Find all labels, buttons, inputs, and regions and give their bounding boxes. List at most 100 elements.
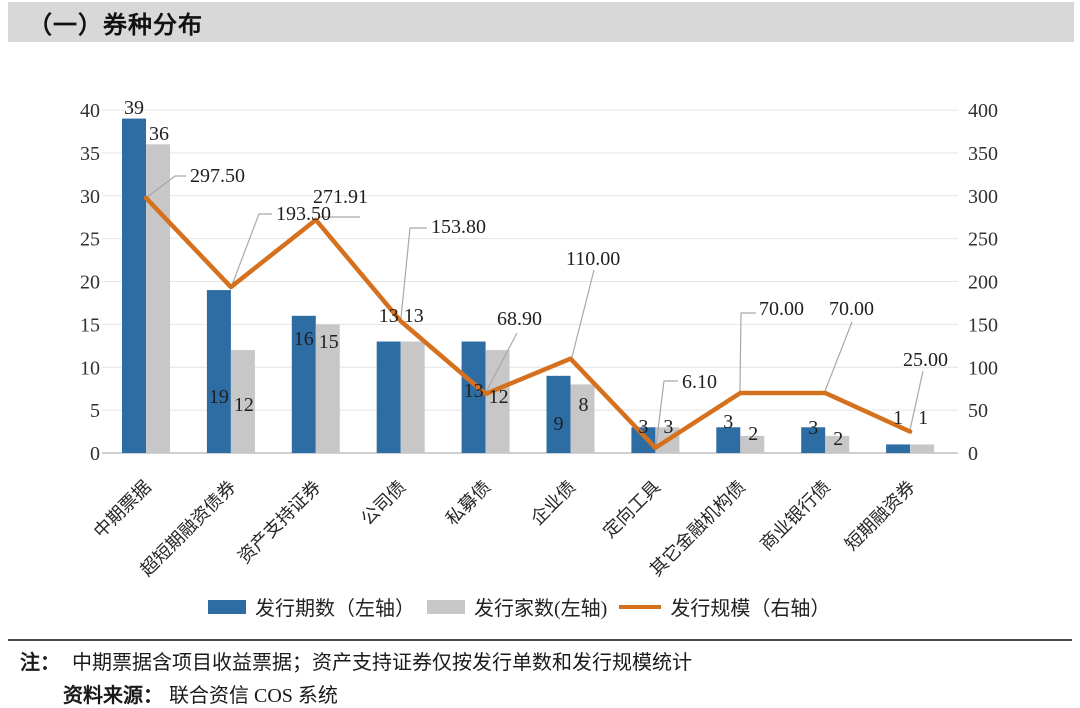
bar-value-label: 1: [918, 407, 928, 429]
issuer-count-swatch: [427, 599, 465, 614]
issuer-count-bar: [910, 444, 935, 453]
label-leader-line: [739, 312, 756, 392]
chart-note: 注： 中期票据含项目收益票据；资产支持证券仅按发行单数和发行规模统计: [20, 646, 692, 675]
issuer-count-bar: [825, 435, 850, 453]
issue-count-swatch: [208, 599, 246, 614]
category-label: 公司债: [357, 477, 409, 529]
issue-count-bar: [631, 427, 656, 453]
right-axis-tick: 150: [968, 314, 998, 336]
right-axis-tick: 350: [968, 143, 998, 165]
label-leader-line: [824, 321, 853, 392]
label-leader-line: [231, 213, 272, 286]
bar-value-label: 2: [748, 423, 758, 445]
left-axis-tick: 30: [80, 186, 100, 208]
left-axis-tick: 20: [80, 272, 100, 294]
left-axis-tick: 15: [80, 314, 100, 336]
bar-value-label: 1: [893, 407, 903, 429]
issuer-count-bar: [485, 350, 510, 453]
bar-value-label: 3: [638, 416, 648, 438]
line-value-label: 6.10: [682, 371, 717, 393]
bar-value-label: 16: [294, 328, 314, 350]
line-value-label: 110.00: [566, 248, 620, 270]
left-axis-tick: 35: [80, 143, 100, 165]
legend-item-issue-count: 发行期数（左轴）: [208, 592, 415, 621]
bar-value-label: 9: [554, 413, 564, 435]
bar-value-label: 36: [149, 123, 169, 145]
bar-value-label: 13: [379, 305, 399, 327]
line-value-label: 297.50: [190, 165, 245, 187]
legend-label-issue-count: 发行期数（左轴）: [255, 598, 415, 620]
right-axis-tick: 250: [968, 229, 998, 251]
label-leader-line: [400, 227, 427, 319]
line-value-label: 271.91: [313, 186, 368, 208]
bar-value-label: 15: [319, 331, 339, 353]
category-label: 商业银行债: [756, 477, 834, 555]
section-header: （一）券种分布: [8, 2, 1074, 42]
left-axis-tick: 10: [80, 357, 100, 379]
category-label: 短期融资券: [841, 477, 919, 555]
issue-count-bar: [801, 427, 826, 453]
issue-count-bar: [376, 341, 401, 453]
legend-item-issue-scale: 发行规模（右轴）: [619, 592, 830, 621]
issue-count-bar: [546, 375, 571, 453]
right-axis-tick: 0: [968, 443, 978, 465]
note-text: 中期票据含项目收益票据；资产支持证券仅按发行单数和发行规模统计: [72, 652, 692, 674]
source-text: 联合资信 COS 系统: [169, 685, 338, 707]
section-title: （一）券种分布: [28, 12, 203, 39]
line-value-label: 193.50: [276, 203, 331, 225]
bar-value-label: 12: [489, 386, 509, 408]
bar-value-label: 3: [723, 411, 733, 433]
right-axis-tick: 400: [968, 100, 998, 122]
bar-value-label: 13: [464, 380, 484, 402]
line-value-label: 25.00: [903, 349, 948, 371]
right-axis-tick: 200: [968, 272, 998, 294]
footer-divider: [8, 639, 1072, 641]
issue-scale-swatch: [619, 604, 662, 609]
issuer-count-bar: [315, 324, 340, 453]
category-label: 定向工具: [599, 477, 664, 542]
category-label: 私募债: [442, 477, 494, 529]
left-axis-tick: 5: [90, 400, 100, 422]
issue-count-bar: [206, 290, 231, 453]
line-value-label: 70.00: [829, 298, 874, 320]
bar-value-label: 3: [663, 416, 673, 438]
category-label: 中期票据: [90, 477, 155, 542]
data-source: 资料来源： 联合资信 COS 系统: [63, 679, 338, 708]
source-label: 资料来源：: [63, 685, 163, 707]
right-axis-tick: 50: [968, 400, 988, 422]
issuer-count-bar: [146, 144, 170, 454]
bar-value-label: 12: [234, 394, 254, 416]
legend-label-issue-scale: 发行规模（右轴）: [670, 598, 831, 620]
issue-count-bar: [461, 341, 486, 453]
label-leader-line: [145, 175, 186, 199]
issuer-count-bar: [400, 341, 425, 453]
issue-count-bar: [291, 315, 316, 453]
label-leader-line: [485, 332, 518, 393]
line-value-label: 153.80: [431, 216, 486, 238]
bar-value-label: 8: [579, 394, 589, 416]
left-axis-tick: 25: [80, 229, 100, 251]
bar-value-label: 13: [404, 305, 424, 327]
legend-label-issuer-count: 发行家数(左轴): [474, 598, 608, 620]
note-label: 注：: [20, 652, 60, 674]
issuer-count-bar: [740, 435, 765, 453]
label-leader-line: [655, 380, 678, 447]
bar-value-label: 3: [808, 417, 818, 439]
left-axis-tick: 40: [80, 100, 100, 122]
bar-value-label: 19: [209, 386, 229, 408]
issuer-count-bar: [570, 384, 595, 453]
right-axis-tick: 100: [968, 357, 998, 379]
label-leader-line: [571, 269, 595, 358]
chart-legend: 发行期数（左轴） 发行家数(左轴) 发行规模（右轴）: [208, 592, 830, 621]
issuer-count-bar: [230, 350, 255, 453]
issue-count-bar: [122, 118, 146, 453]
bar-value-label: 39: [124, 97, 144, 119]
line-value-label: 68.90: [497, 308, 542, 330]
issue-count-bar: [716, 427, 741, 453]
legend-item-issuer-count: 发行家数(左轴): [427, 592, 607, 621]
line-value-label: 70.00: [759, 298, 804, 320]
label-leader-line: [909, 370, 924, 431]
right-axis-tick: 300: [968, 186, 998, 208]
